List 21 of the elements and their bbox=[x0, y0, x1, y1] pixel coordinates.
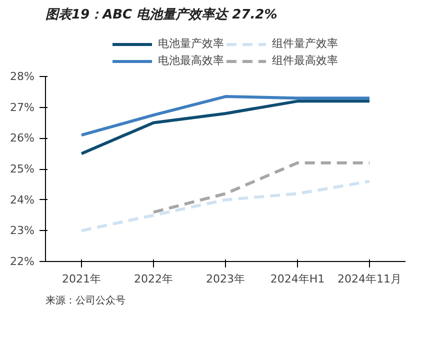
y-tick-label: 23% bbox=[10, 224, 35, 238]
chart-title: 图表19：ABC 电池量产效率达 27.2% bbox=[46, 6, 278, 22]
x-tick-label: 2021年 bbox=[62, 272, 102, 286]
legend-label: 电池量产效率 bbox=[158, 36, 224, 51]
x-tick-label: 2023年 bbox=[206, 272, 246, 286]
source-note: 来源：公司公众号 bbox=[46, 294, 126, 306]
legend-label: 电池最高效率 bbox=[158, 53, 224, 68]
x-tick-label: 2024年11月 bbox=[338, 272, 402, 286]
y-tick-label: 28% bbox=[10, 70, 35, 83]
line-series bbox=[80, 100, 371, 156]
y-tick-label: 24% bbox=[10, 193, 35, 206]
x-tick-label: 2024年H1 bbox=[270, 272, 325, 286]
x-tick-label: 2022年 bbox=[134, 272, 174, 286]
y-tick-label: 26% bbox=[10, 132, 35, 145]
line-series bbox=[80, 180, 371, 232]
y-tick-label: 22% bbox=[10, 255, 35, 268]
legend-label: 组件最高效率 bbox=[272, 53, 338, 68]
legend-label: 组件量产效率 bbox=[272, 36, 338, 51]
line-series bbox=[80, 95, 371, 137]
y-tick-label: 27% bbox=[10, 100, 35, 114]
y-tick-label: 25% bbox=[10, 162, 35, 176]
